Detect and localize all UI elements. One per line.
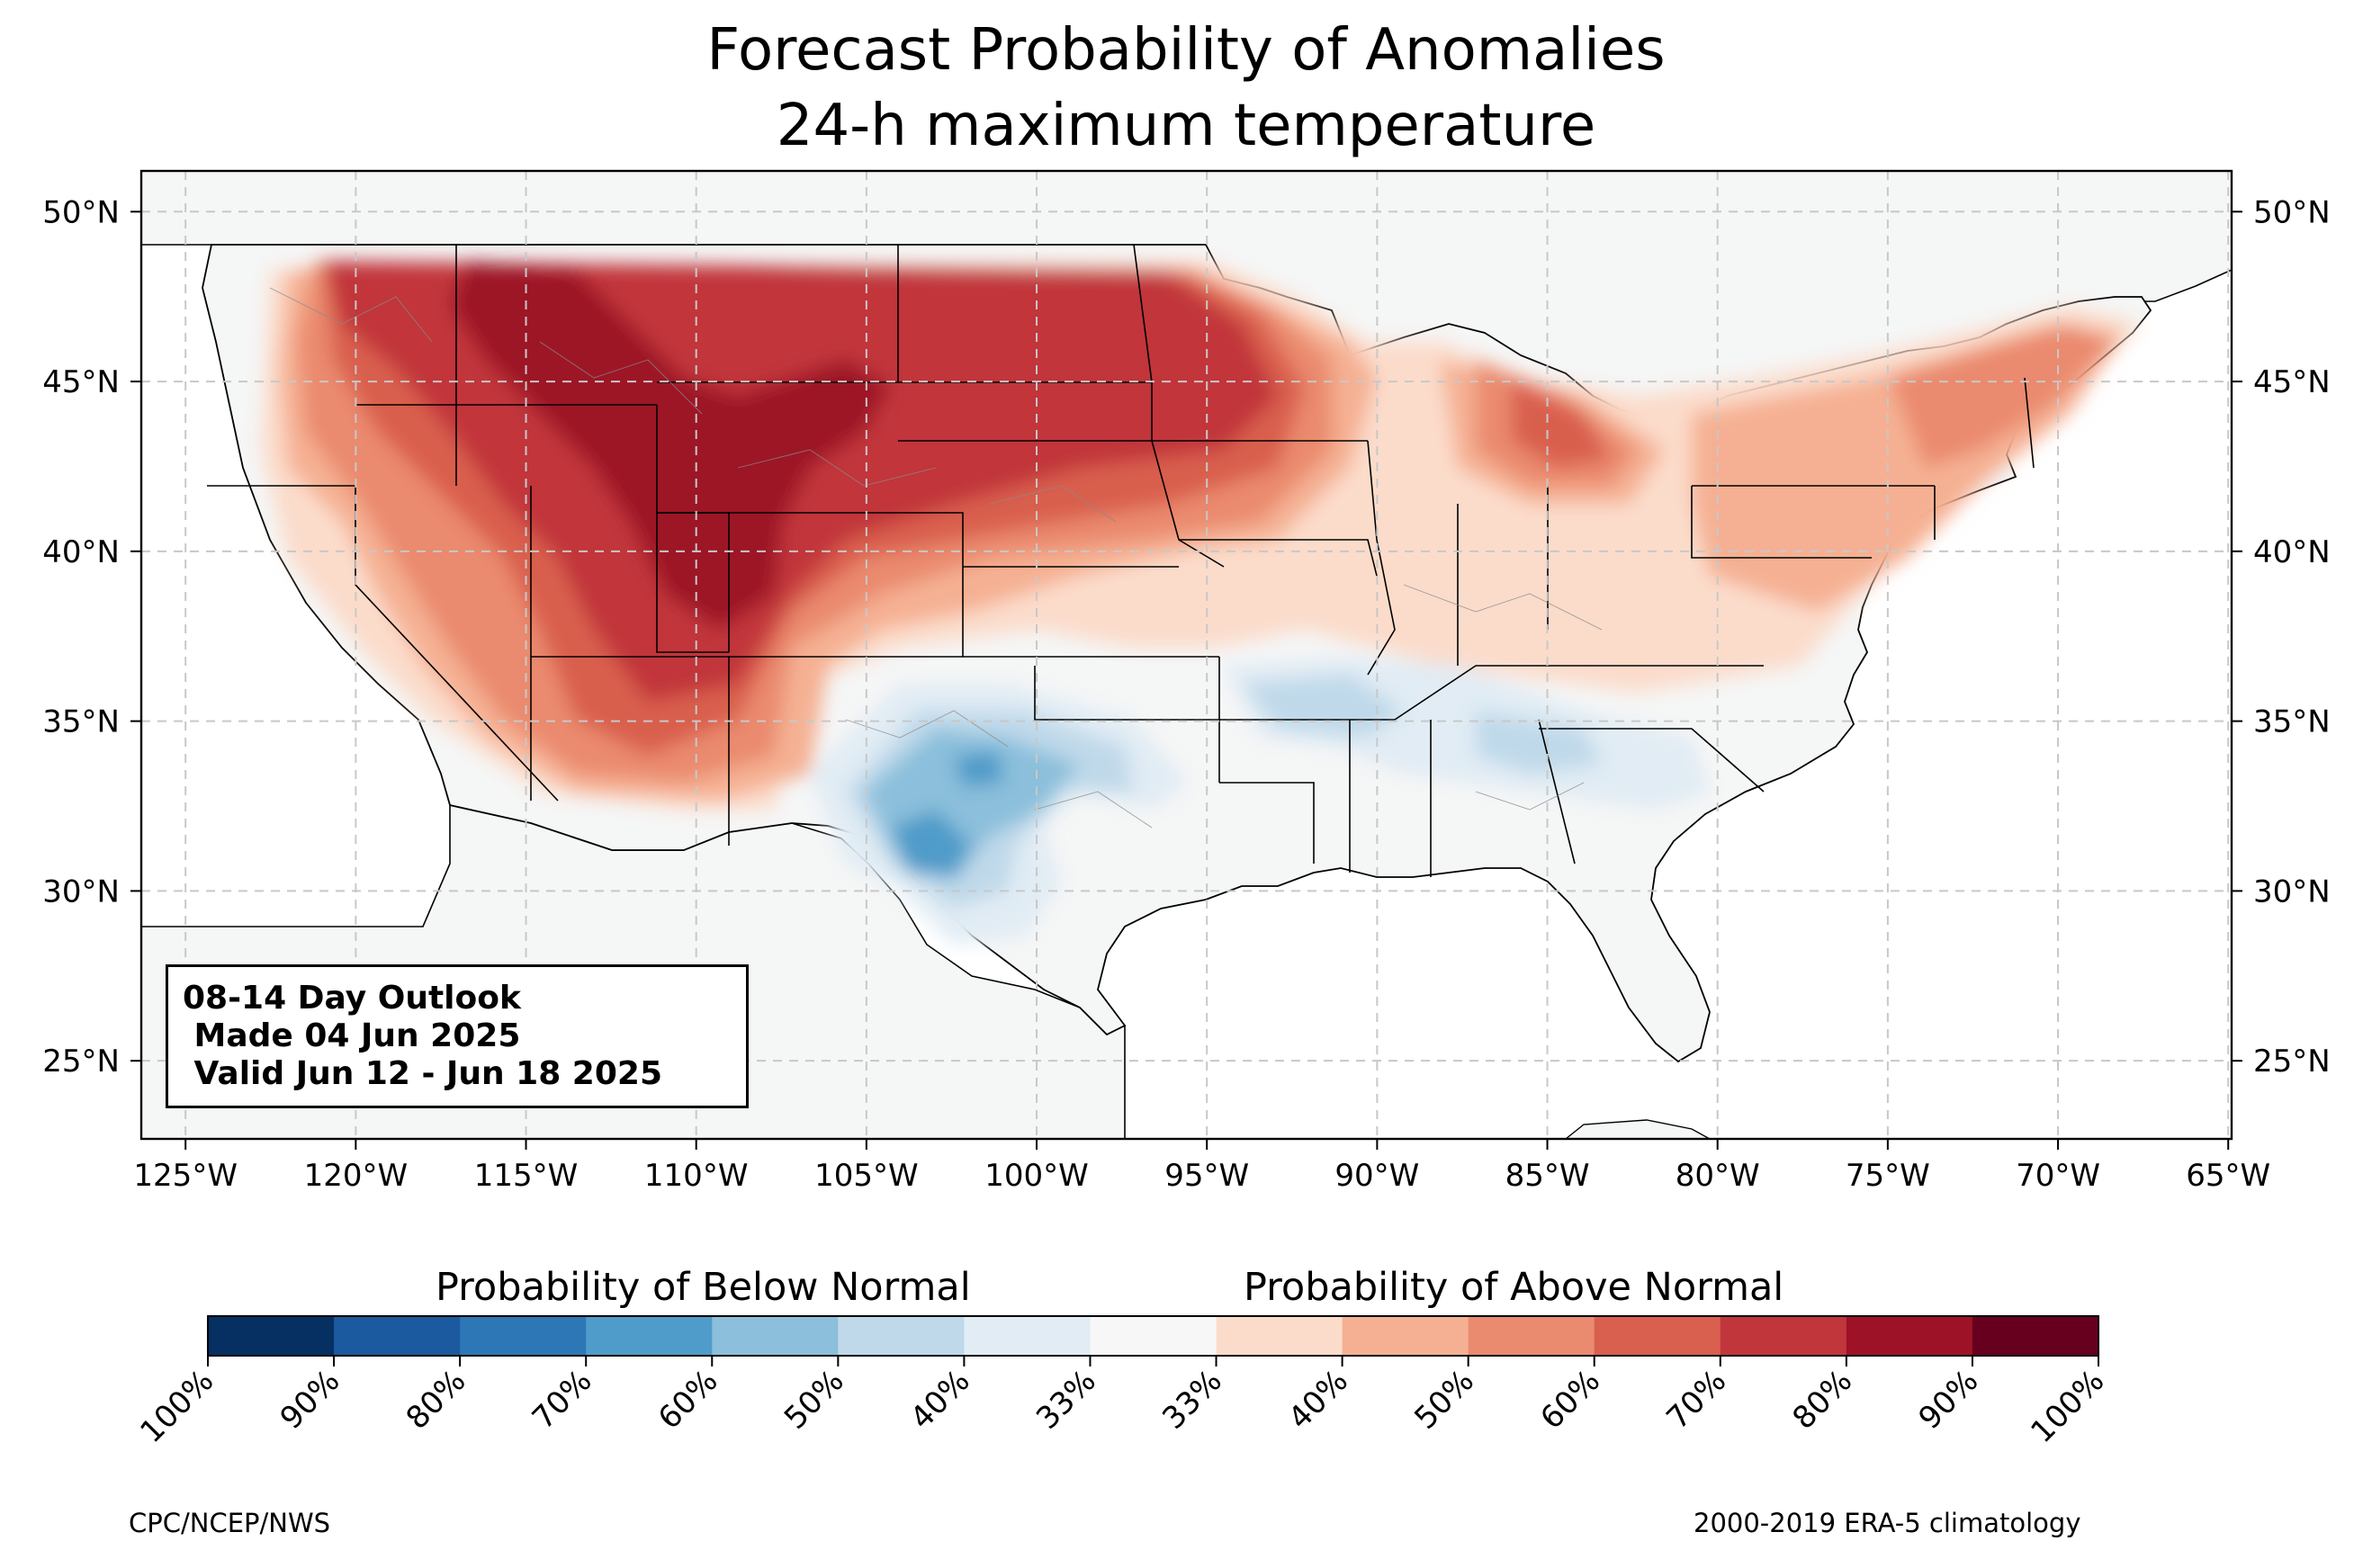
colorbar-outline bbox=[207, 1315, 2099, 1357]
colorbar-segment bbox=[1594, 1316, 1721, 1356]
lon-tick-label: 70°W bbox=[2016, 1158, 2100, 1194]
outlook-info-box: 08-14 Day Outlook Made 04 Jun 2025 Valid… bbox=[166, 964, 749, 1108]
colorbar-tick-label: 50% bbox=[777, 1363, 851, 1437]
colorbar-segment bbox=[460, 1316, 587, 1356]
colorbar-tick-label: 100% bbox=[133, 1363, 220, 1450]
colorbar-tick-label: 90% bbox=[1912, 1363, 1986, 1437]
colorbar-segment bbox=[712, 1316, 839, 1356]
lon-tick-label: 75°W bbox=[1846, 1158, 1930, 1194]
colorbar-tick-label: 80% bbox=[1786, 1363, 1860, 1437]
colorbar-segment bbox=[1468, 1316, 1595, 1356]
lon-tick-label: 65°W bbox=[2186, 1158, 2270, 1194]
lon-tick-label: 120°W bbox=[304, 1158, 409, 1194]
lat-tick-label-right: 40°N bbox=[2253, 534, 2331, 570]
colorbar-tick-label: 100% bbox=[2024, 1363, 2111, 1450]
colorbar-segment bbox=[208, 1316, 335, 1356]
lat-tick-label-left: 35°N bbox=[42, 704, 120, 740]
colorbar-segment bbox=[1342, 1316, 1469, 1356]
colorbar-tick-label: 60% bbox=[1533, 1363, 1607, 1437]
lat-tick-label-right: 25°N bbox=[2253, 1044, 2331, 1080]
colorbar: 100% 90% 80% 70% 60% 50% 40% 33% 33% 40% 50% 60% 70%… bbox=[133, 1315, 2111, 1450]
colorbar-segment bbox=[1972, 1316, 2099, 1356]
colorbar-tick-label: 40% bbox=[1281, 1363, 1355, 1437]
colorbar-tick-label: 33% bbox=[1155, 1363, 1229, 1437]
lon-tick-label: 115°W bbox=[474, 1158, 579, 1194]
lon-tick-label: 95°W bbox=[1164, 1158, 1249, 1194]
map-title-line1: Forecast Probability of Anomalies bbox=[706, 17, 1666, 84]
lon-tick-label: 85°W bbox=[1505, 1158, 1590, 1194]
lat-tick-label-right: 45°N bbox=[2253, 364, 2331, 400]
colorbar-tick-label: 60% bbox=[651, 1363, 725, 1437]
colorbar-tick-label: 70% bbox=[1659, 1363, 1733, 1437]
colorbar-segment bbox=[334, 1316, 461, 1356]
colorbar-segment bbox=[1720, 1316, 1847, 1356]
lon-tick-label: 125°W bbox=[133, 1158, 238, 1194]
outlook-period: 08-14 Day Outlook bbox=[183, 980, 521, 1017]
colorbar-tick-label: 40% bbox=[903, 1363, 977, 1437]
lat-tick-label-left: 40°N bbox=[42, 534, 120, 570]
lat-tick-label-left: 50°N bbox=[42, 194, 120, 230]
state-boundaries bbox=[207, 244, 2035, 877]
colorbar-tick-label: 33% bbox=[1029, 1363, 1103, 1437]
colorbar-tick-label: 80% bbox=[400, 1363, 473, 1437]
colorbar-tick-label: 50% bbox=[1407, 1363, 1481, 1437]
colorbar-tick-label: 90% bbox=[274, 1363, 347, 1437]
colorbar-tick-label: 70% bbox=[526, 1363, 599, 1437]
lat-tick-label-right: 35°N bbox=[2253, 704, 2331, 740]
lat-tick-label-left: 30°N bbox=[42, 874, 120, 909]
lon-tick-label: 100°W bbox=[984, 1158, 1089, 1194]
map-title-line2: 24-h maximum temperature bbox=[776, 93, 1596, 159]
outlook-valid-range: Valid Jun 12 - Jun 18 2025 bbox=[183, 1055, 663, 1092]
longitude-ticks: 125°W 120°W 115°W 110°W 105°W 100°W 95°W 90°W 85… bbox=[133, 1139, 2270, 1194]
lat-tick-label-right: 50°N bbox=[2253, 194, 2331, 230]
climatology-note: 2000-2019 ERA-5 climatology bbox=[1694, 1508, 2081, 1538]
colorbar-segment bbox=[1216, 1316, 1343, 1356]
lat-tick-label-left: 25°N bbox=[42, 1044, 120, 1080]
lon-tick-label: 80°W bbox=[1676, 1158, 1760, 1194]
latitude-ticks: 50°N 50°N 45°N 45°N 40°N 40°N 35°N 35°N 30°N 30°N… bbox=[42, 194, 2330, 1080]
lon-tick-label: 105°W bbox=[814, 1158, 919, 1194]
outlook-made-date: Made 04 Jun 2025 bbox=[183, 1017, 521, 1054]
lat-tick-label-right: 30°N bbox=[2253, 874, 2331, 909]
colorbar-segment bbox=[586, 1316, 713, 1356]
colorbar-above-label: Probability of Above Normal bbox=[1244, 1265, 1784, 1310]
colorbar-segment bbox=[964, 1316, 1091, 1356]
colorbar-segment bbox=[838, 1316, 965, 1356]
colorbar-segment bbox=[1846, 1316, 1973, 1356]
probability-shading bbox=[261, 261, 2142, 945]
lat-tick-label-left: 45°N bbox=[42, 364, 120, 400]
colorbar-below-label: Probability of Below Normal bbox=[436, 1265, 971, 1310]
bahamas-land bbox=[1564, 1119, 1711, 1139]
map-frame bbox=[139, 169, 2233, 1141]
source-credit: CPC/NCEP/NWS bbox=[129, 1508, 331, 1538]
county-lines bbox=[269, 287, 1603, 829]
lon-tick-label: 90°W bbox=[1334, 1158, 1419, 1194]
colorbar-segment bbox=[1090, 1316, 1217, 1356]
lon-tick-label: 110°W bbox=[644, 1158, 749, 1194]
